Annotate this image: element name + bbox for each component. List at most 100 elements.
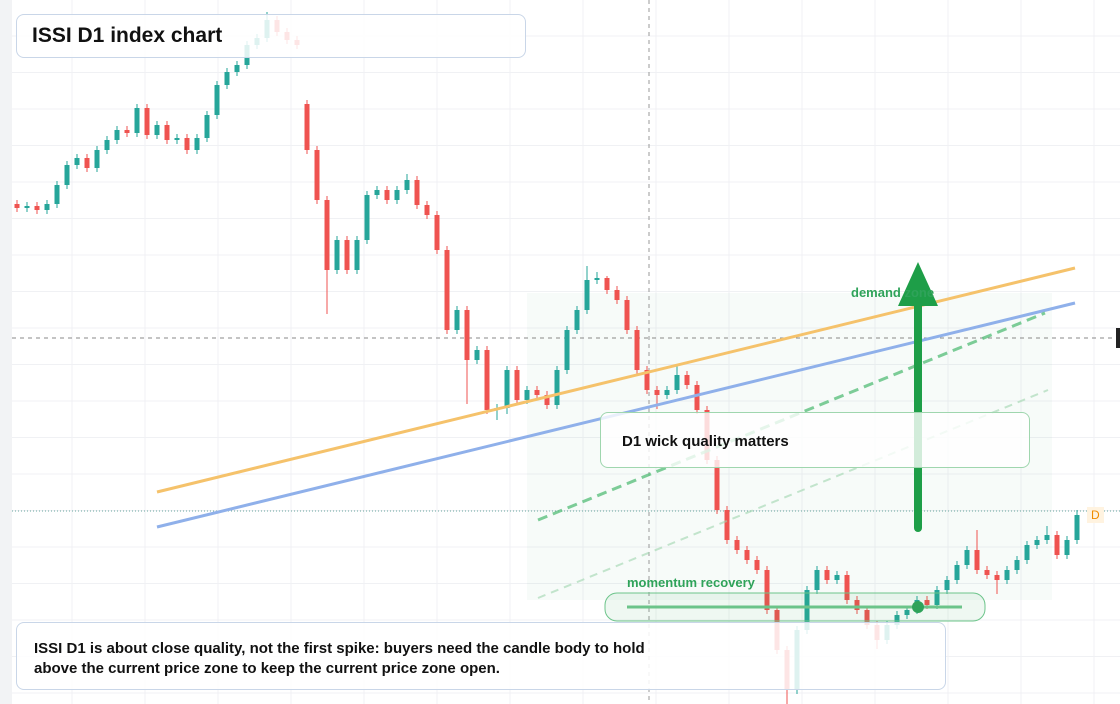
annotation: momentum recovery bbox=[627, 575, 755, 590]
annotation: D1 wick quality matters bbox=[622, 433, 789, 450]
candle-body bbox=[384, 190, 390, 200]
candle-body bbox=[504, 370, 510, 408]
candle-body bbox=[554, 370, 560, 405]
candle-body bbox=[924, 600, 930, 605]
candle-body bbox=[414, 180, 420, 205]
candle-body bbox=[174, 138, 180, 140]
candle-body bbox=[484, 350, 490, 410]
candle-body bbox=[1074, 515, 1080, 540]
candle-body bbox=[604, 278, 610, 290]
candle-body bbox=[354, 240, 360, 270]
candle-body bbox=[44, 204, 50, 210]
candle-body bbox=[744, 550, 750, 560]
candle-body bbox=[424, 205, 430, 215]
candle-body bbox=[474, 350, 480, 360]
candle-body bbox=[574, 310, 580, 330]
candle-body bbox=[154, 125, 160, 135]
candle-body bbox=[1044, 535, 1050, 540]
candle-body bbox=[714, 460, 720, 510]
candle-body bbox=[664, 390, 670, 395]
candle-body bbox=[144, 108, 150, 135]
candle-body bbox=[84, 158, 90, 168]
candle-body bbox=[64, 165, 70, 185]
candle-body bbox=[954, 565, 960, 580]
candle-body bbox=[204, 115, 210, 138]
annotation: demand zone bbox=[851, 285, 935, 300]
note-box: ISSI D1 is about close quality, not the … bbox=[16, 622, 946, 690]
candle-body bbox=[364, 195, 370, 240]
title-box: ISSI D1 index chart bbox=[16, 14, 526, 58]
candle-body bbox=[984, 570, 990, 575]
candle-body bbox=[614, 290, 620, 300]
candle-body bbox=[34, 206, 40, 210]
candle-body bbox=[594, 278, 600, 280]
candle-body bbox=[754, 560, 760, 570]
candle-body bbox=[234, 65, 240, 72]
candle-body bbox=[1054, 535, 1060, 555]
candle-body bbox=[864, 610, 870, 625]
candle-body bbox=[14, 204, 20, 208]
candle-body bbox=[134, 108, 140, 133]
candle-body bbox=[394, 190, 400, 200]
candle-body bbox=[1024, 545, 1030, 560]
candle-body bbox=[1014, 560, 1020, 570]
candle-body bbox=[114, 130, 120, 140]
candle-body bbox=[834, 575, 840, 580]
arrow-head bbox=[898, 262, 938, 306]
candle-body bbox=[904, 610, 910, 615]
candle-body bbox=[444, 250, 450, 330]
channel-line-faint bbox=[537, 389, 1049, 599]
candle-body bbox=[314, 150, 320, 200]
candle-body bbox=[674, 375, 680, 390]
candle-body bbox=[194, 138, 200, 150]
candle-body bbox=[344, 240, 350, 270]
chart-title: ISSI D1 index chart bbox=[32, 24, 223, 47]
candle-body bbox=[994, 575, 1000, 580]
candle-body bbox=[944, 580, 950, 590]
candle-body bbox=[654, 390, 660, 395]
candle-body bbox=[54, 185, 60, 204]
candle-body bbox=[454, 310, 460, 330]
candle-body bbox=[934, 590, 940, 605]
note: ISSI D1 is about close quality, not the … bbox=[34, 640, 645, 677]
candle-body bbox=[214, 85, 220, 115]
edge-marker bbox=[1116, 328, 1120, 348]
candle-body bbox=[724, 510, 730, 540]
candle-body bbox=[694, 385, 700, 410]
candle-body bbox=[164, 125, 170, 140]
candle-body bbox=[514, 370, 520, 400]
candle-body bbox=[974, 550, 980, 570]
candle-body bbox=[184, 138, 190, 150]
candle-body bbox=[894, 615, 900, 625]
candle-body bbox=[1004, 570, 1010, 580]
candle-body bbox=[804, 590, 810, 630]
candle-body bbox=[324, 200, 330, 270]
candle-body bbox=[1034, 540, 1040, 545]
candle-body bbox=[104, 140, 110, 150]
price-tag: D bbox=[1087, 507, 1104, 523]
candle-body bbox=[684, 375, 690, 385]
left-strip bbox=[0, 0, 12, 704]
candle-body bbox=[434, 215, 440, 250]
candle-body bbox=[334, 240, 340, 270]
candle-body bbox=[224, 72, 230, 85]
candle-body bbox=[304, 104, 310, 150]
candle-body bbox=[464, 310, 470, 360]
candle-body bbox=[524, 390, 530, 400]
candle-body bbox=[404, 180, 410, 190]
candle-body bbox=[814, 570, 820, 590]
candle-body bbox=[854, 600, 860, 610]
candle-body bbox=[74, 158, 80, 165]
annotation-box: D1 wick quality matters bbox=[600, 412, 1030, 468]
candle-body bbox=[764, 570, 770, 610]
momentum-dot bbox=[912, 601, 924, 613]
candle-body bbox=[844, 575, 850, 600]
candle-body bbox=[824, 570, 830, 580]
candle-body bbox=[124, 130, 130, 133]
candle-body bbox=[24, 206, 30, 208]
candle-body bbox=[584, 280, 590, 310]
candle-body bbox=[624, 300, 630, 330]
candle-body bbox=[634, 330, 640, 370]
